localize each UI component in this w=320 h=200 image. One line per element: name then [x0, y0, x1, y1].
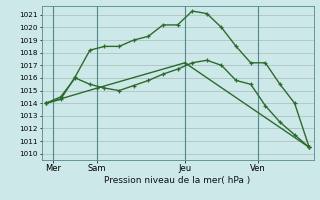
X-axis label: Pression niveau de la mer( hPa ): Pression niveau de la mer( hPa ) — [104, 176, 251, 185]
